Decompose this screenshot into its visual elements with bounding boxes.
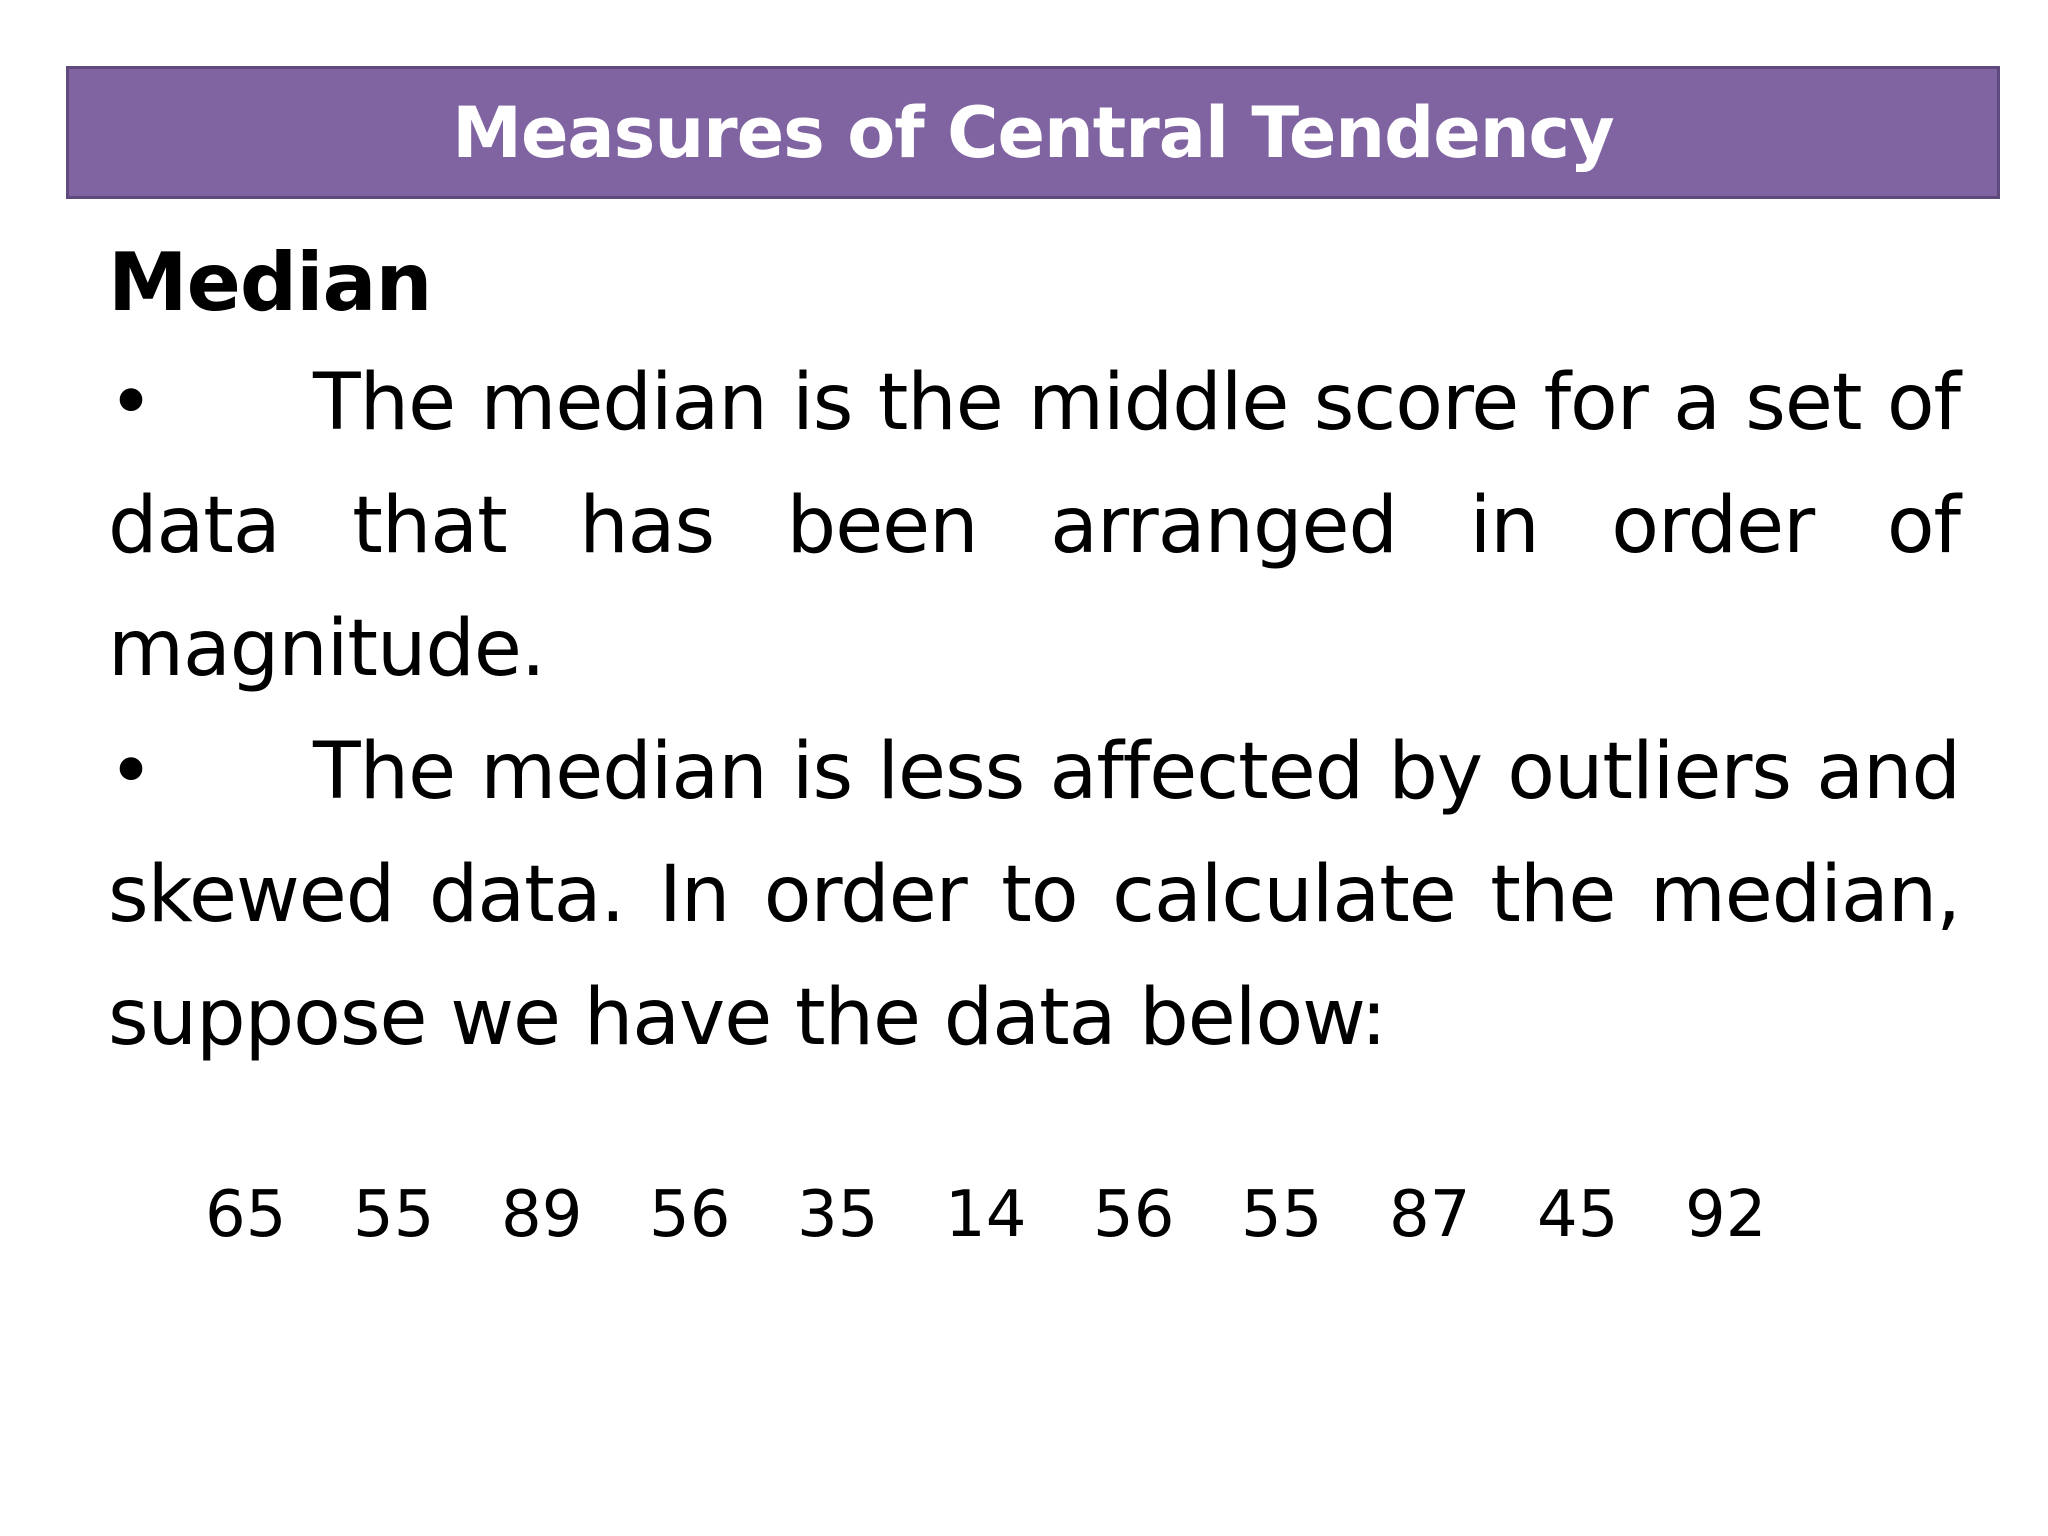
data-value: 55	[353, 1178, 435, 1252]
data-value: 56	[1093, 1178, 1175, 1252]
data-values-row: 65 55 89 56 35 14 56 55 87 45 92	[205, 1170, 1833, 1260]
slide-content: Median • The median is the middle score f…	[108, 228, 1961, 1080]
bullet-text: The median is the middle score for a set…	[108, 358, 1961, 694]
data-value: 45	[1537, 1178, 1619, 1252]
data-value: 56	[649, 1178, 731, 1252]
section-heading: Median	[108, 236, 433, 329]
data-value: 35	[797, 1178, 879, 1252]
bullet-item: • The median is less affected by outliers…	[108, 711, 1961, 1080]
bullet-dot: •	[108, 727, 154, 817]
bullet-dot: •	[108, 358, 154, 448]
bullet-text: The median is less affected by outliers …	[108, 727, 1961, 1063]
data-value: 89	[501, 1178, 583, 1252]
slide-title: Measures of Central Tendency	[452, 91, 1614, 174]
data-value: 55	[1241, 1178, 1323, 1252]
data-value: 87	[1389, 1178, 1471, 1252]
data-value: 92	[1685, 1178, 1767, 1252]
slide-title-bar: Measures of Central Tendency	[66, 66, 2000, 199]
data-value: 14	[945, 1178, 1027, 1252]
data-value: 65	[205, 1178, 287, 1252]
bullet-item: • The median is the middle score for a se…	[108, 342, 1961, 711]
